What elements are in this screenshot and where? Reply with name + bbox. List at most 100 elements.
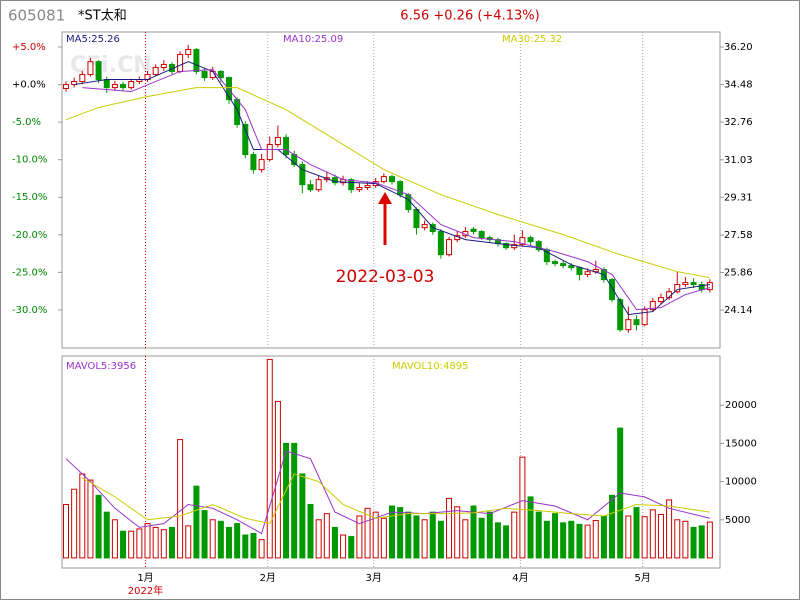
price-panel [61,31,721,349]
y-tick-label: 36.20 [724,42,753,53]
volume-bar [177,439,184,559]
y-tick-label: 25.86 [724,268,753,279]
candle-body [217,70,224,79]
y2-tick-label: -10.0% [12,155,47,166]
candle-body [641,309,648,326]
volume-bar [421,519,428,559]
y-tick-label: 34.48 [724,80,753,91]
volume-bar [111,519,118,559]
candle-body [657,297,664,303]
volume-bar [331,526,338,559]
volume-bar [519,456,526,559]
candle-body [315,179,322,191]
y2-tick-label: -25.0% [12,267,47,278]
watermark: CFi.CN [70,53,152,78]
candle-body [421,224,428,229]
y-tick-label: 29.31 [724,192,753,203]
volume-bar [283,442,290,559]
volume-bar [128,530,135,559]
volume-bar [168,526,175,559]
volume-bar [103,511,110,559]
volume-bar [136,528,143,559]
volume-bar [625,515,632,559]
volume-bar [633,507,640,559]
candle-body [258,159,265,171]
candle-body [79,74,86,83]
y-tick-label: 31.03 [724,155,753,166]
volume-bar [315,519,322,559]
volume-bar [258,539,265,559]
candle-body [690,282,697,286]
candle-body [446,239,453,256]
volume-bar [584,524,591,559]
candle-body [307,184,314,191]
candle-body [397,181,404,196]
candle-body [283,137,290,156]
volume-bar [95,494,102,559]
ma-line [82,68,710,311]
volume-bar [560,522,567,559]
candle-body [201,70,208,79]
candle-body [674,284,681,293]
volume-bar [486,511,493,559]
volume-panel [61,355,721,569]
volume-bar [372,511,379,559]
candle-body [274,137,281,146]
candle-body [389,176,395,183]
volume-bar [380,517,387,559]
candle-body [364,185,371,188]
candle-body [63,84,69,89]
volume-bar [690,526,697,559]
candle-body [437,231,444,256]
y-tick-label: 24.14 [724,305,753,316]
candle-body [266,144,273,161]
legend-label: MAVOL10:4895 [392,361,468,372]
candle-body [609,279,616,301]
candle-body [185,48,192,55]
legend-label: MA10:25.09 [283,34,343,45]
volume-bar [437,520,444,559]
legend-label: MA30:25.32 [502,34,562,45]
volume-bar [160,529,167,559]
volume-bar [299,473,306,559]
volume-bar [340,534,347,559]
volume-bar [250,533,257,559]
candle-body [234,99,241,125]
x-tick-label: 5月 [634,572,650,584]
volume-bar [609,494,616,559]
candle-body [356,186,363,191]
volume-bar [79,473,86,559]
volume-bar [397,507,404,559]
candle-body [478,231,485,239]
volume-bar [429,511,436,559]
candle-body [511,244,518,249]
candle-body [226,77,232,101]
candle-body [470,228,477,233]
volume-bar [666,499,673,559]
volume-bar [234,523,241,559]
candle-body [682,282,689,286]
volume-bar [209,519,216,559]
candle-body [649,301,656,311]
legend-label: MA5:25.26 [66,34,120,45]
volume-bar [356,515,363,559]
vol-tick-label: 5000 [725,515,750,526]
candle-body [111,84,118,89]
volume-bar [217,520,224,559]
candle-body [152,67,159,76]
volume-bar [649,509,656,559]
y-tick-label: 27.58 [724,230,753,241]
candle-body [535,241,542,251]
volume-bar [706,521,713,559]
x-tick-label: 4月 [512,572,528,584]
volume-bar [201,510,208,559]
candle-body [160,63,167,69]
candle-body [380,176,387,183]
volume-bar [226,526,232,559]
volume-bar [389,505,395,559]
y2-tick-label: -15.0% [12,192,47,203]
volume-bar [535,511,542,559]
volume-bar [413,515,420,559]
volume-bar [478,517,485,559]
